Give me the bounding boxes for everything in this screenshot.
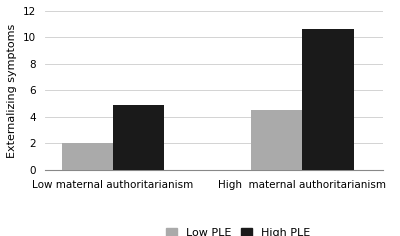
Bar bbox=[251, 110, 302, 170]
Bar bbox=[302, 30, 354, 170]
Bar bbox=[113, 105, 164, 170]
Bar bbox=[62, 143, 113, 170]
Legend: Low PLE, High PLE: Low PLE, High PLE bbox=[162, 223, 314, 236]
Y-axis label: Externalizing symptoms: Externalizing symptoms bbox=[7, 23, 17, 158]
